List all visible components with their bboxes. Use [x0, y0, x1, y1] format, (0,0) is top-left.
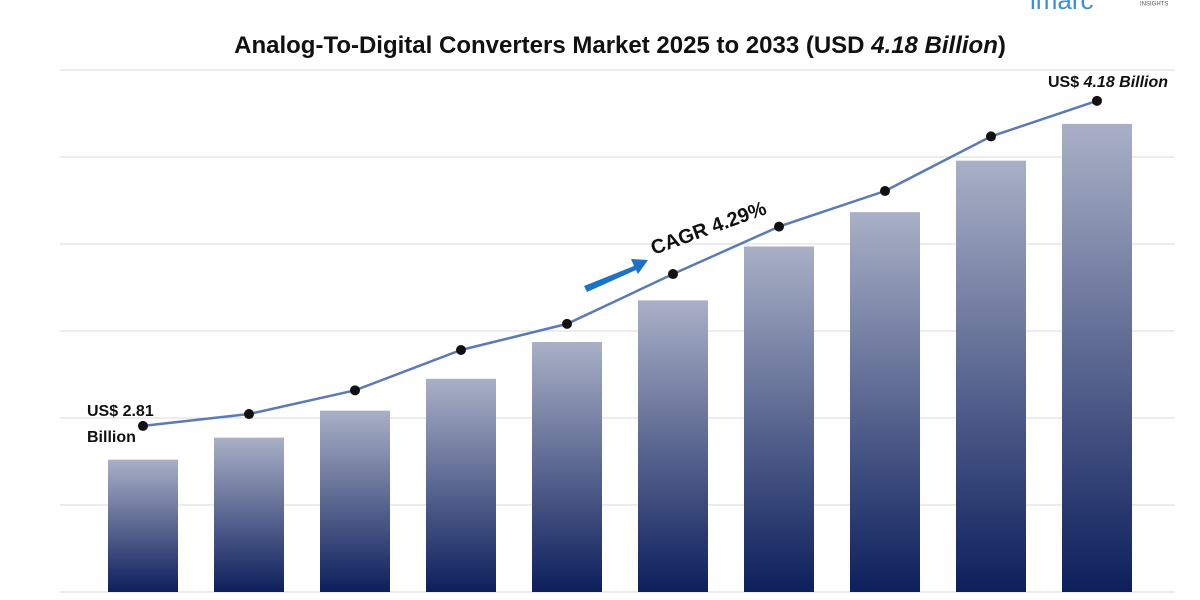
- start-label: US$ 2.81: [87, 403, 154, 420]
- line-series: [138, 95, 1102, 431]
- bar: [214, 437, 284, 592]
- line-point: [138, 420, 148, 431]
- bar: [108, 459, 178, 592]
- end-part: 4.18 Billion: [1083, 74, 1169, 91]
- line-point: [774, 221, 784, 232]
- bar: [1062, 123, 1132, 592]
- bar: [638, 300, 708, 592]
- line-point: [1092, 95, 1102, 106]
- line: [142, 99, 1098, 428]
- end-part: US$: [1048, 74, 1084, 91]
- bar: [850, 212, 920, 592]
- bar: [320, 410, 390, 592]
- line-point: [668, 269, 678, 280]
- bars: [108, 123, 1132, 593]
- logo-sub: INSIGHTS: [1140, 2, 1168, 8]
- start-label: Billion: [87, 429, 136, 446]
- bar: [744, 246, 814, 593]
- line-point: [456, 344, 466, 355]
- line-point: [986, 131, 996, 142]
- cagr-arrow: [584, 259, 648, 292]
- chart-title: Analog-To-Digital Converters Market 2025…: [234, 32, 1006, 59]
- line-point: [244, 409, 254, 420]
- title-part: 4.18 Billion: [870, 32, 998, 59]
- end-label: US$ 4.18 Billion: [1048, 74, 1168, 91]
- line-point: [562, 318, 572, 329]
- bar: [956, 160, 1026, 592]
- line-point: [880, 186, 890, 197]
- bar: [426, 378, 496, 592]
- logo: imarc: [1030, 0, 1094, 15]
- bar: [532, 342, 602, 592]
- title-part: Analog-To-Digital Converters Market 2025…: [234, 32, 871, 59]
- line-point: [350, 385, 360, 396]
- title-part: ): [998, 32, 1006, 59]
